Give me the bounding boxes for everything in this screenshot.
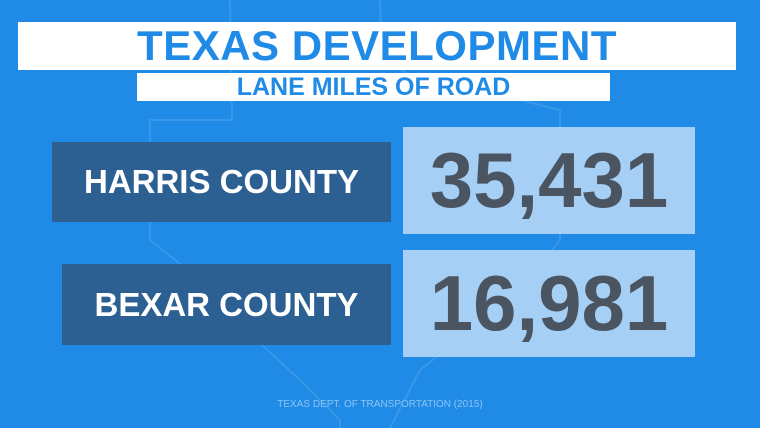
source: TEXAS DEPT. OF TRANSPORTATION (2015): [277, 398, 483, 410]
row-value: 35,431: [403, 127, 695, 234]
subtitle: LANE MILES OF ROAD: [137, 73, 610, 101]
row-label: HARRIS COUNTY: [52, 142, 391, 222]
row-label: BEXAR COUNTY: [62, 264, 391, 345]
row-value: 16,981: [403, 250, 695, 357]
title: TEXAS DEVELOPMENT: [18, 22, 736, 70]
